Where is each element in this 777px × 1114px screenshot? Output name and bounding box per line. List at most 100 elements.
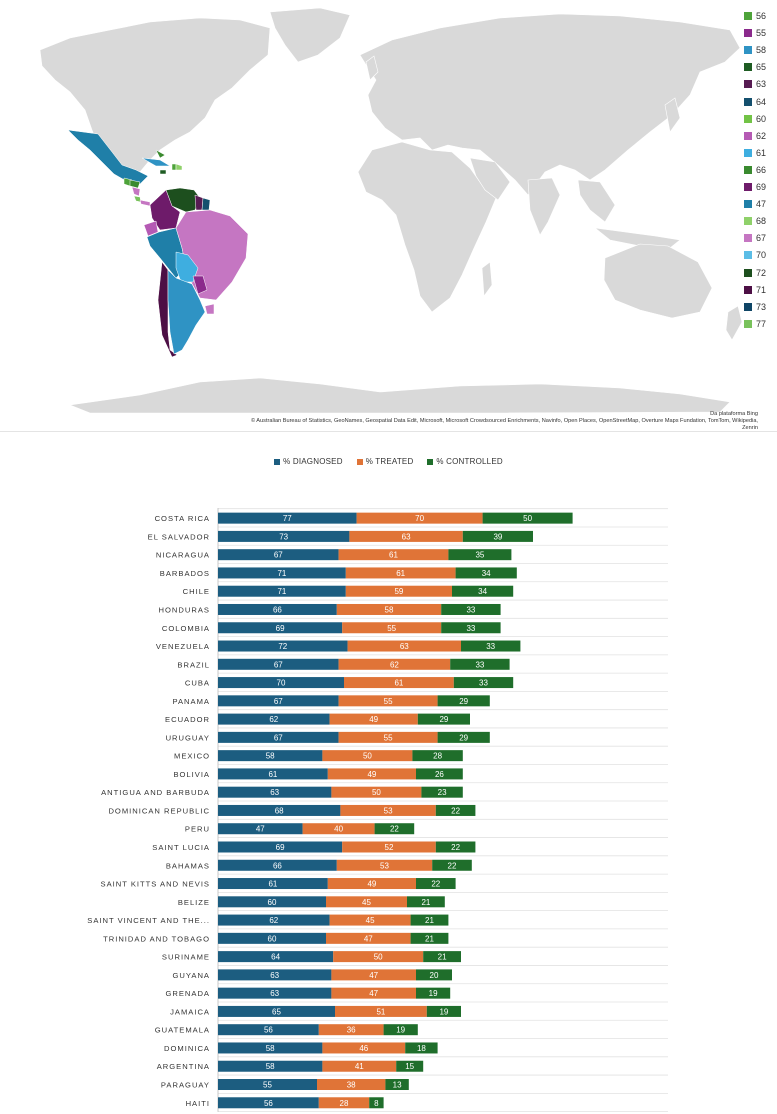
land-antarctica — [68, 377, 731, 414]
map-legend-item: 67 — [744, 232, 766, 244]
data-label: 33 — [466, 605, 475, 614]
category-label: EL SALVADOR — [148, 532, 210, 541]
category-label: CUBA — [185, 679, 210, 688]
latin-america-countries — [67, 129, 249, 358]
land-eurasia — [359, 13, 741, 196]
bar-segment — [218, 1079, 317, 1091]
data-label: 67 — [274, 660, 283, 669]
country-jamaica — [159, 169, 167, 175]
category-label: BARBADOS — [160, 569, 210, 578]
bar-chart: COSTA RICA 77 70 50 EL SALVADOR 73 63 39 NICARAG… — [87, 508, 668, 1113]
bar-segment — [461, 640, 521, 652]
map-legend-label: 64 — [756, 96, 767, 107]
data-label: 33 — [486, 642, 495, 651]
category-label: BOLIVIA — [173, 770, 210, 779]
bar-segment — [396, 1060, 424, 1072]
choropleth-map: 56 55 58 65 63 64 60 62 61 66 69 47 68 67 70 72 71 73 77 D… — [0, 0, 777, 432]
data-label: 33 — [466, 624, 475, 633]
map-legend-item: 72 — [744, 267, 766, 279]
bar-segment — [336, 859, 433, 871]
map-legend-item: 47 — [744, 198, 766, 210]
bar-segment — [405, 1042, 438, 1054]
data-label: 29 — [459, 733, 468, 742]
map-legend-label: 56 — [756, 11, 767, 21]
country-nicaragua — [131, 186, 141, 197]
bar-segment — [437, 695, 490, 707]
bar-legend-label: % DIAGNOSED — [283, 457, 343, 466]
data-label: 63 — [400, 642, 409, 651]
map-legend-label: 67 — [756, 233, 767, 244]
bar-segment — [322, 750, 413, 762]
map-legend-label: 68 — [756, 216, 767, 227]
bar-segment — [218, 677, 344, 689]
category-label: PANAMA — [172, 697, 210, 706]
bar-segment — [383, 1024, 418, 1036]
map-legend-swatch — [744, 268, 752, 277]
data-label: 22 — [451, 806, 460, 815]
map-legend-item: 63 — [744, 78, 766, 90]
data-label: 46 — [359, 1044, 368, 1053]
data-label: 63 — [270, 989, 279, 998]
data-label: 35 — [475, 551, 484, 560]
data-label: 50 — [372, 788, 381, 797]
data-label: 68 — [275, 806, 284, 815]
map-legend-label: 69 — [756, 182, 767, 192]
bar-segment — [331, 987, 416, 999]
category-label: URUGUAY — [166, 733, 210, 742]
bar-segment — [218, 567, 346, 579]
bar-segment — [412, 750, 463, 762]
bar-segment — [374, 823, 415, 835]
country-colombia — [149, 189, 181, 231]
bar-segment — [329, 914, 411, 926]
data-label: 47 — [256, 825, 265, 834]
data-label: 21 — [438, 953, 447, 962]
map-legend-label: 58 — [756, 45, 767, 56]
country-haiti — [171, 163, 177, 171]
bar-segment — [218, 859, 337, 871]
bar-segment — [322, 1042, 406, 1054]
category-label: HAITI — [186, 1099, 210, 1108]
bar-segment — [435, 804, 476, 816]
map-legend-label: 62 — [756, 130, 767, 141]
data-label: 39 — [493, 532, 502, 541]
bar-segment — [338, 731, 438, 743]
land-madagascar — [481, 261, 493, 297]
data-label: 36 — [347, 1026, 356, 1035]
data-label: 58 — [266, 1044, 275, 1053]
data-label: 67 — [274, 551, 283, 560]
map-legend-label: 66 — [756, 164, 767, 175]
data-label: 50 — [363, 752, 372, 761]
bar-segment — [342, 622, 442, 634]
map-legend-swatch — [744, 148, 752, 157]
data-label: 63 — [270, 971, 279, 980]
bar-segment — [218, 804, 341, 816]
map-legend-item: 66 — [744, 164, 766, 176]
data-label: 22 — [451, 843, 460, 852]
data-label: 58 — [385, 605, 394, 614]
map-legend-swatch — [744, 183, 752, 191]
data-label: 55 — [263, 1081, 272, 1090]
data-label: 63 — [270, 788, 279, 797]
map-legend-label: 47 — [756, 199, 767, 210]
bar-segment — [423, 951, 461, 963]
country-guyana — [194, 194, 204, 211]
map-legend-label: 65 — [756, 62, 767, 73]
data-label: 77 — [283, 514, 292, 523]
bar-segment — [218, 969, 332, 981]
map-legend-swatch — [744, 165, 752, 174]
map-legend-swatch — [744, 319, 752, 328]
data-label: 55 — [384, 733, 393, 742]
map-legend-item: 56 — [744, 10, 766, 22]
data-label: 66 — [273, 861, 282, 870]
data-label: 8 — [374, 1099, 379, 1108]
map-legend-item: 62 — [744, 130, 766, 142]
data-label: 21 — [425, 934, 434, 943]
bar-segment — [333, 951, 424, 963]
bar-segment — [218, 932, 326, 944]
data-label: 45 — [362, 898, 371, 907]
country-argentina — [167, 269, 206, 355]
country-paraguay — [192, 275, 208, 295]
map-legend-item: 58 — [744, 44, 766, 56]
data-label: 19 — [429, 989, 438, 998]
map-legend-label: 60 — [756, 113, 767, 124]
